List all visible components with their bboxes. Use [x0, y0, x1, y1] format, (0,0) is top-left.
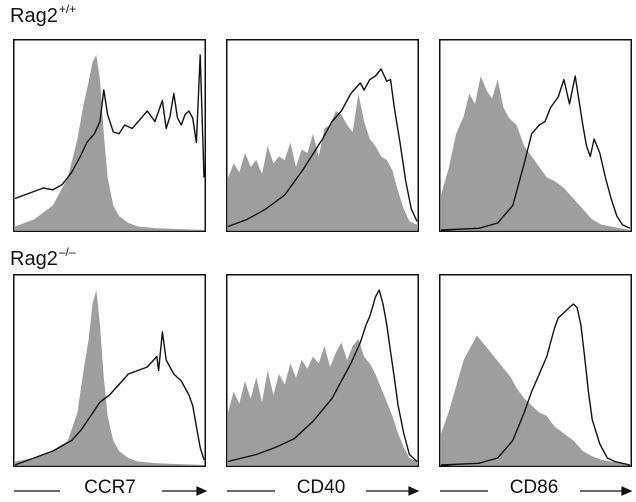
filled-histogram	[441, 335, 630, 465]
outline-histogram	[227, 289, 418, 463]
axis-label-cd40: CD40	[296, 477, 346, 498]
filled-histogram	[228, 93, 417, 230]
axis-label-cd86: CD86	[509, 477, 559, 498]
outline-histogram	[440, 303, 631, 466]
row-label-text: Rag2	[10, 248, 58, 270]
arrow-head-cd86	[621, 486, 633, 496]
filled-histogram	[15, 55, 204, 230]
panel-rag2-ko-ccr7	[13, 274, 206, 467]
panel-frame	[13, 39, 206, 232]
row-label-rag2-ko: Rag2–/–	[10, 246, 76, 270]
row-label-rag2-wt: Rag2+/+	[10, 3, 76, 27]
panel-rag2-wt-ccr7	[13, 39, 206, 232]
outline-histogram	[227, 68, 418, 228]
panel-frame	[226, 274, 419, 467]
panel-rag2-wt-cd86	[439, 39, 632, 232]
outline-histogram	[440, 75, 631, 231]
filled-histogram	[441, 76, 630, 230]
outline-histogram	[14, 54, 205, 200]
panel-rag2-wt-cd40	[226, 39, 419, 232]
filled-histogram	[15, 290, 204, 465]
arrow-head-ccr7	[196, 486, 208, 496]
row-label-superscript: –/–	[58, 245, 76, 259]
panel-frame	[13, 274, 206, 467]
panel-rag2-ko-cd40	[226, 274, 419, 467]
panel-rag2-ko-cd86	[439, 274, 632, 467]
panel-frame	[226, 39, 419, 232]
axis-label-ccr7: CCR7	[84, 477, 136, 498]
row-label-superscript: +/+	[58, 2, 77, 16]
filled-histogram	[228, 339, 417, 465]
arrow-head-cd40	[408, 486, 420, 496]
panel-frame	[439, 274, 632, 467]
outline-histogram	[14, 331, 205, 466]
panel-frame	[439, 39, 632, 232]
row-label-text: Rag2	[10, 5, 58, 27]
